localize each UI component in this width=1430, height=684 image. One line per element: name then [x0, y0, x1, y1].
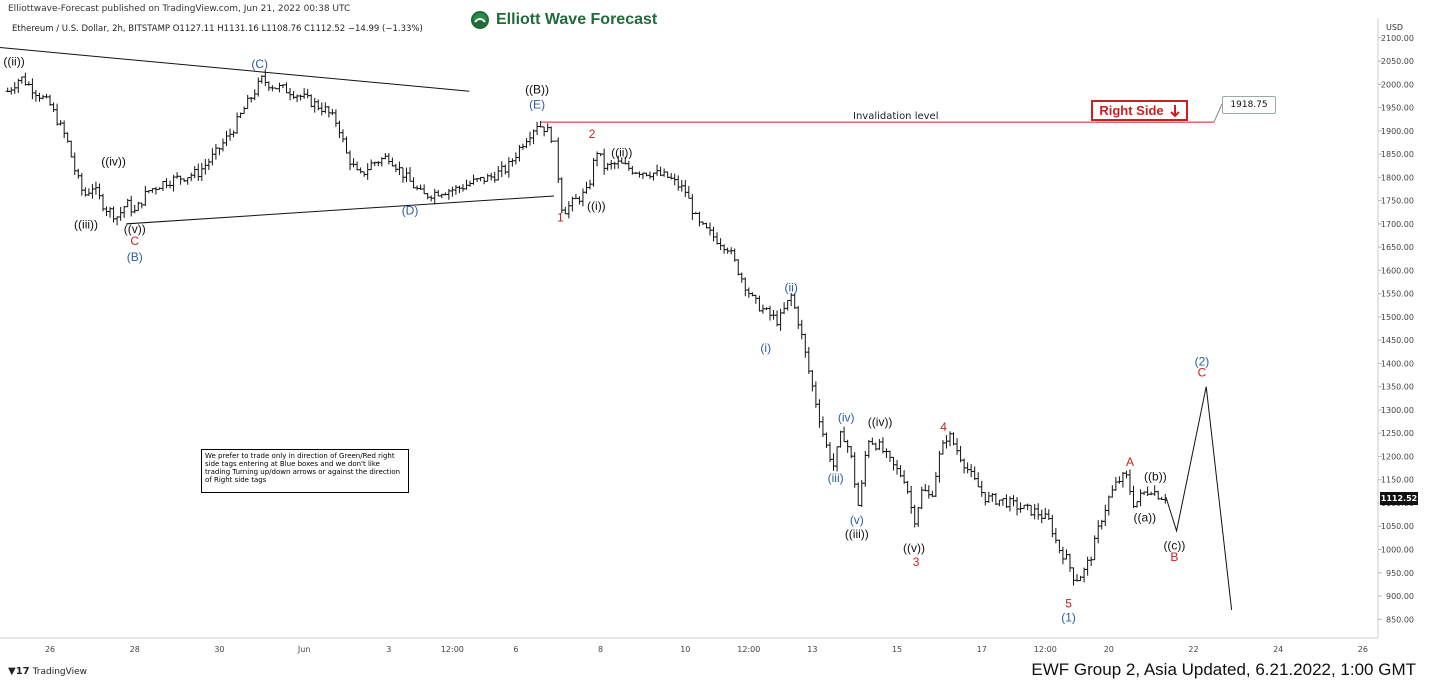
- x-tick-label: 10: [680, 645, 690, 654]
- x-tick-label: 17: [977, 645, 987, 654]
- wave-label: ((iv)): [868, 415, 893, 429]
- x-tick-label: 12:00: [441, 645, 464, 654]
- brand-header: Elliott Wave Forecast: [470, 10, 657, 30]
- y-tick-label: 1950.00: [1381, 104, 1414, 113]
- triangle-lower-line: [126, 195, 555, 225]
- publish-info: Elliottwave-Forecast published on Tradin…: [8, 4, 351, 14]
- y-tick-label: 2050.00: [1381, 57, 1414, 66]
- wave-label: A: [1126, 455, 1134, 469]
- wave-label: B: [1170, 550, 1178, 564]
- x-tick-label: 22: [1188, 645, 1198, 654]
- x-tick-label: Jun: [297, 645, 311, 654]
- triangle-upper-line: [0, 47, 470, 92]
- wave-label: (ii): [785, 280, 798, 294]
- wave-label: ((ii)): [611, 145, 632, 159]
- tradingview-logo-icon: ▼17: [8, 666, 30, 677]
- wave-label: ((v)): [903, 541, 925, 555]
- y-tick-label: 1050.00: [1381, 522, 1414, 531]
- wave-label: ((iii)): [845, 527, 869, 541]
- wave-label: ((a)): [1133, 511, 1156, 525]
- y-tick-label: 1850.00: [1381, 150, 1414, 159]
- currency-label: USD: [1386, 23, 1403, 32]
- x-tick-label: 3: [386, 645, 391, 654]
- wave-label: (C): [251, 57, 268, 71]
- y-tick-label: 2000.00: [1381, 80, 1414, 89]
- y-tick-label: 1750.00: [1381, 197, 1414, 206]
- wave-label: ((iii)): [74, 218, 98, 232]
- y-tick-label: 1700.00: [1381, 220, 1414, 229]
- wave-label: ((iv)): [101, 155, 126, 169]
- y-tick-label: 1450.00: [1381, 336, 1414, 345]
- y-tick-label: 1900.00: [1381, 127, 1414, 136]
- right-side-tag: Right Side: [1091, 100, 1188, 121]
- last-price-tag: 1112.52: [1380, 492, 1418, 505]
- wave-label: 1: [557, 211, 564, 225]
- wave-label: (v): [850, 513, 864, 527]
- y-tick-label: 850.00: [1386, 615, 1414, 624]
- y-tick-label: 1000.00: [1381, 546, 1414, 555]
- ewf-logo-icon: [471, 11, 489, 29]
- x-tick-label: 12:00: [1034, 645, 1057, 654]
- y-tick-label: 1500.00: [1381, 313, 1414, 322]
- price-axis-area: [1378, 0, 1430, 684]
- y-tick-label: 1150.00: [1381, 476, 1414, 485]
- y-tick-label: 1650.00: [1381, 243, 1414, 252]
- x-tick-label: 12:00: [737, 645, 760, 654]
- wave-label: ((B)): [525, 83, 549, 97]
- wave-label: (E): [529, 97, 545, 111]
- y-tick-label: 1300.00: [1381, 406, 1414, 415]
- tradingview-label: TradingView: [32, 666, 87, 677]
- x-tick-label: 8: [598, 645, 603, 654]
- y-tick-label: 1200.00: [1381, 452, 1414, 461]
- y-tick-label: 1350.00: [1381, 383, 1414, 392]
- x-tick-label: 6: [513, 645, 518, 654]
- y-tick-label: 1550.00: [1381, 290, 1414, 299]
- x-tick-label: 15: [892, 645, 902, 654]
- ewf-update-text: EWF Group 2, Asia Updated, 6.21.2022, 1:…: [1031, 660, 1416, 679]
- wave-label: ((c)): [1163, 539, 1185, 553]
- wave-label: (2): [1195, 355, 1210, 369]
- wave-label: ((i)): [587, 199, 606, 213]
- arrow-down-icon: [1169, 104, 1180, 117]
- y-tick-label: 1800.00: [1381, 173, 1414, 182]
- wave-label: (iii): [828, 471, 844, 485]
- wave-label: ((b)): [1144, 470, 1167, 484]
- y-tick-label: 2100.00: [1381, 34, 1414, 43]
- x-tick-label: 28: [130, 645, 140, 654]
- wave-label: (B): [127, 250, 143, 264]
- wave-label: (1): [1061, 611, 1076, 625]
- wave-label: (i): [760, 341, 771, 355]
- x-tick-label: 20: [1104, 645, 1114, 654]
- y-tick-label: 1400.00: [1381, 359, 1414, 368]
- projection-path: [1165, 386, 1233, 611]
- wave-label: C: [1198, 365, 1207, 379]
- tradingview-footer[interactable]: ▼17 TradingView: [8, 666, 87, 677]
- x-tick-label: 30: [214, 645, 224, 654]
- wave-label: ((ii)): [3, 55, 24, 69]
- invalidation-price-box: 1918.75: [1222, 96, 1276, 114]
- wave-label: ((v)): [124, 222, 146, 236]
- y-tick-label: 900.00: [1386, 592, 1414, 601]
- x-tick-label: 26: [1358, 645, 1368, 654]
- wave-label: 3: [913, 555, 920, 569]
- wave-label: C: [130, 234, 139, 248]
- invalidation-label: Invalidation level: [853, 111, 938, 122]
- y-tick-label: 950.00: [1386, 569, 1414, 578]
- wave-label: (iv): [838, 411, 855, 425]
- wave-label: 4: [940, 420, 947, 434]
- x-tick-label: 24: [1273, 645, 1283, 654]
- wave-label: 2: [589, 127, 596, 141]
- y-tick-label: 1600.00: [1381, 266, 1414, 275]
- wave-label: 5: [1065, 597, 1072, 611]
- wave-label: (D): [402, 204, 419, 218]
- invalidation-price-connector: [1213, 103, 1223, 123]
- brand-name: Elliott Wave Forecast: [496, 11, 658, 28]
- x-tick-label: 26: [45, 645, 55, 654]
- right-side-label: Right Side: [1099, 103, 1164, 118]
- x-tick-label: 13: [807, 645, 817, 654]
- symbol-ohlc-line: Ethereum / U.S. Dollar, 2h, BITSTAMP O11…: [12, 24, 423, 34]
- y-tick-label: 1250.00: [1381, 429, 1414, 438]
- trading-note: We prefer to trade only in direction of …: [201, 449, 409, 493]
